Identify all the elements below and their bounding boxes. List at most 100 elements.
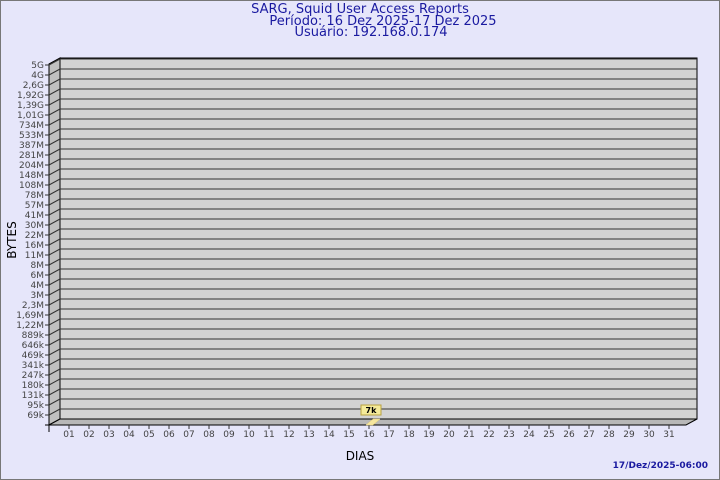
y-tick-label: 1,01G (17, 111, 44, 121)
x-tick-label: 03 (103, 430, 114, 440)
y-tick-label: 108M (19, 181, 44, 191)
x-axis-title: DIAS (346, 449, 375, 463)
gridline-side (48, 248, 61, 256)
x-tick-label: 22 (483, 430, 494, 440)
gridline-side (48, 228, 61, 236)
gridline-side (48, 258, 61, 266)
y-tick-label: 734M (19, 121, 44, 131)
y-tick-label: 3M (31, 291, 45, 301)
y-tick-label: 4M (31, 281, 45, 291)
y-tick-label: 41M (25, 211, 44, 221)
y-tick-label: 247k (22, 371, 45, 381)
y-tick-label: 204M (19, 161, 44, 171)
gridline-side (48, 278, 61, 286)
gridline-side (48, 408, 61, 416)
x-tick-label: 04 (123, 430, 135, 440)
gridline-side (48, 398, 61, 406)
y-tick-label: 16M (25, 241, 44, 251)
x-tick-label: 02 (83, 430, 94, 440)
y-tick-label: 341k (22, 361, 45, 371)
y-tick-label: 180k (22, 381, 45, 391)
gridline-side (48, 198, 61, 206)
y-tick-label: 2,6G (23, 81, 44, 91)
y-tick-label: 95k (27, 401, 44, 411)
gridline-side (48, 108, 61, 116)
gridline-side (48, 58, 61, 66)
x-tick-label: 20 (443, 430, 455, 440)
x-tick-label: 05 (143, 430, 154, 440)
x-tick-label: 21 (463, 430, 474, 440)
chart-period: Período: 16 Dez 2025-17 Dez 2025 (269, 14, 497, 29)
data-label-box (360, 404, 382, 416)
bar-day-16 (365, 418, 381, 426)
x-tick-label: 25 (543, 430, 554, 440)
x-tick-label: 27 (583, 430, 594, 440)
data-label: 7k (366, 406, 378, 415)
y-tick-label: 22M (25, 231, 44, 241)
gridline-side (48, 158, 61, 166)
gridline-side (48, 358, 61, 366)
y-tick-label: 57M (25, 201, 44, 211)
x-tick-label: 19 (423, 430, 435, 440)
x-tick-label: 23 (503, 430, 514, 440)
gridline-side (48, 168, 61, 176)
x-tick-label: 30 (643, 430, 655, 440)
y-tick-label: 69k (27, 411, 44, 421)
y-tick-label: 6M (31, 271, 45, 281)
x-tick-label: 14 (323, 430, 335, 440)
y-tick-label: 889k (22, 331, 45, 341)
y-tick-label: 281M (19, 151, 44, 161)
x-tick-label: 18 (403, 430, 415, 440)
y-tick-label: 1,69M (16, 311, 44, 321)
y-tick-label: 5G (31, 61, 44, 71)
y-tick-label: 78M (25, 191, 44, 201)
y-tick-label: 8M (31, 261, 45, 271)
report-timestamp: 17/Dez/2025-06:00 (612, 461, 708, 471)
x-tick-label: 09 (223, 430, 235, 440)
y-tick-label: 533M (19, 131, 44, 141)
x-tick-label: 12 (283, 430, 294, 440)
x-tick-label: 08 (203, 430, 215, 440)
gridline-side (48, 98, 61, 106)
gridline-side (48, 338, 61, 346)
x-tick-label: 26 (563, 430, 575, 440)
y-tick-label: 11M (25, 251, 44, 261)
x-tick-label: 28 (603, 430, 615, 440)
x-tick-label: 11 (263, 430, 274, 440)
gridline-side (48, 218, 61, 226)
gridline-side (48, 148, 61, 156)
gridline-side (48, 388, 61, 396)
gridline-side (48, 68, 61, 76)
x-tick-label: 17 (383, 430, 394, 440)
y-axis-title: BYTES (5, 221, 19, 258)
gridline-side (48, 308, 61, 316)
gridline-side (48, 318, 61, 326)
x-tick-label: 15 (343, 430, 354, 440)
x-tick-label: 10 (243, 430, 255, 440)
y-tick-label: 1,39G (17, 101, 44, 111)
gridline-side (48, 238, 61, 246)
x-tick-label: 16 (363, 430, 375, 440)
gridline-side (48, 78, 61, 86)
gridline-side (48, 298, 61, 306)
x-tick-label: 24 (523, 430, 535, 440)
y-tick-label: 387M (19, 141, 44, 151)
gridline-side (48, 88, 61, 96)
y-tick-label: 1,92G (17, 91, 44, 101)
y-tick-label: 131k (22, 391, 45, 401)
x-tick-label: 07 (183, 430, 194, 440)
y-tick-label: 148M (19, 171, 44, 181)
gridline-side (48, 138, 61, 146)
x-tick-label: 31 (663, 430, 674, 440)
gridline-side (48, 188, 61, 196)
gridline-side (48, 118, 61, 126)
gridline-side (48, 128, 61, 136)
y-tick-label: 2,3M (22, 301, 44, 311)
x-tick-label: 06 (163, 430, 175, 440)
gridline-side (48, 368, 61, 376)
gridline-side (48, 288, 61, 296)
gridline-side (48, 268, 61, 276)
chart-user: Usuário: 192.168.0.174 (294, 25, 448, 40)
gridline-side (48, 348, 61, 356)
